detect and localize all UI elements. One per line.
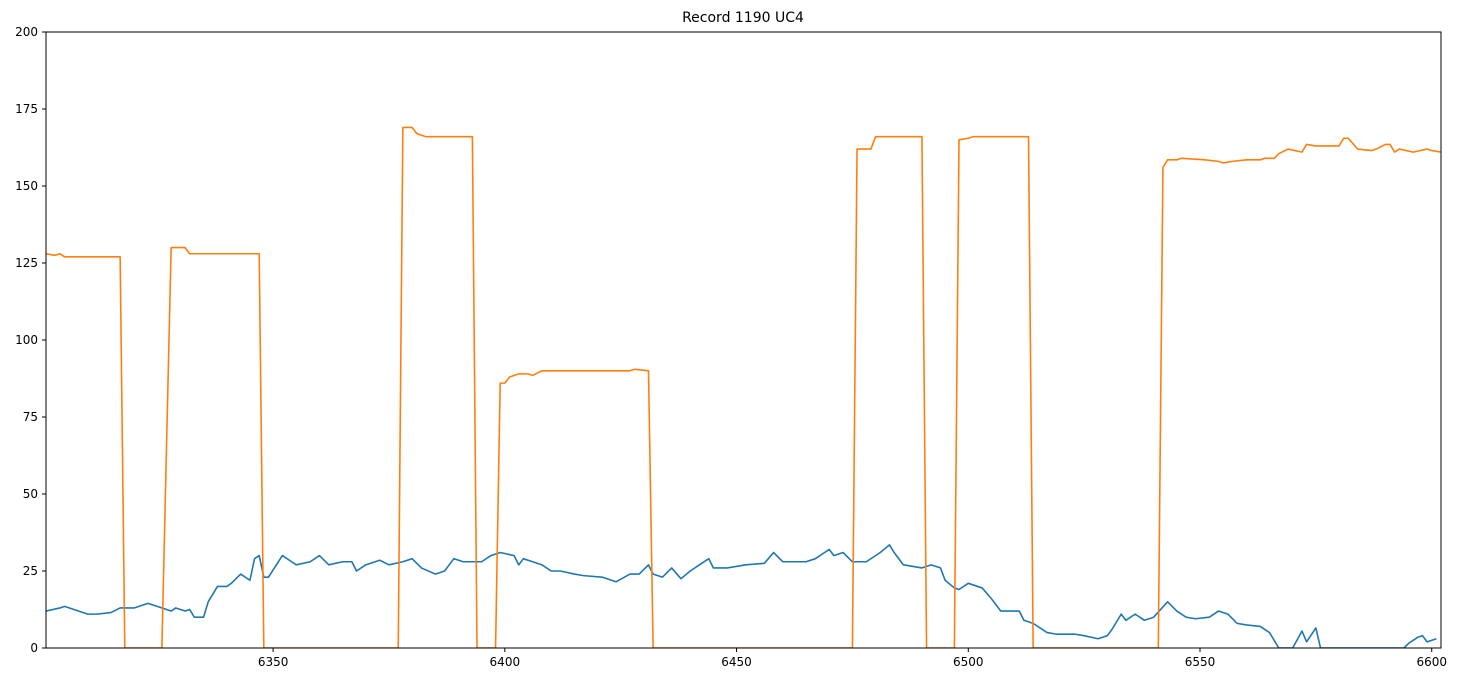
x-tick-label: 6350 (258, 655, 289, 669)
y-tick-label: 150 (15, 179, 38, 193)
axes-frame (45, 31, 1442, 649)
x-tick-label: 6450 (721, 655, 752, 669)
y-tick-label: 100 (15, 333, 38, 347)
y-tick-label: 50 (23, 487, 38, 501)
y-tick-label: 25 (23, 564, 38, 578)
x-tick-label: 6500 (953, 655, 984, 669)
series-line (46, 544, 1437, 648)
x-tick-label: 6600 (1416, 655, 1447, 669)
plot-area (46, 126, 1441, 648)
chart-title: Record 1190 UC4 (682, 10, 804, 26)
series-line (46, 126, 1441, 648)
x-tick-label: 6550 (1185, 655, 1216, 669)
x-tick-label: 6400 (490, 655, 521, 669)
y-tick-label: 0 (30, 641, 38, 655)
y-tick-label: 125 (15, 256, 38, 270)
y-tick-label: 200 (15, 25, 38, 39)
y-tick-label: 75 (23, 410, 38, 424)
y-tick-label: 175 (15, 102, 38, 116)
